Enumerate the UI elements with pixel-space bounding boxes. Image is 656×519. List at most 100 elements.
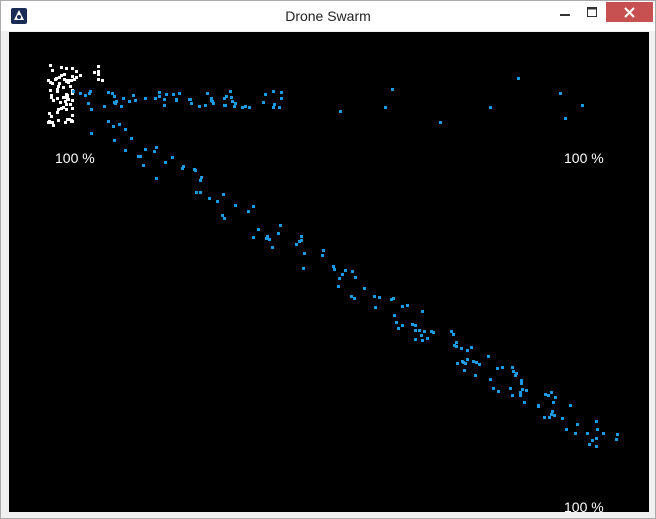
leader-drone xyxy=(68,118,71,121)
drone xyxy=(565,428,568,431)
drone xyxy=(393,314,396,317)
drone xyxy=(378,296,381,299)
drone xyxy=(178,92,181,95)
drone xyxy=(144,97,147,100)
leader-drone xyxy=(64,100,67,103)
drone xyxy=(199,191,202,194)
drone xyxy=(519,394,522,397)
leader-drone xyxy=(51,82,54,85)
leader-drone xyxy=(65,79,68,82)
leader-drone xyxy=(62,106,65,109)
drone xyxy=(418,329,421,332)
leader-drone xyxy=(48,120,51,123)
leader-drone xyxy=(52,99,55,102)
drone xyxy=(515,372,518,375)
drone xyxy=(559,92,562,95)
drone xyxy=(257,228,260,231)
drone xyxy=(550,391,553,394)
leader-drone xyxy=(69,103,72,106)
drone xyxy=(453,344,456,347)
drone xyxy=(244,105,247,108)
drone xyxy=(353,297,356,300)
drone xyxy=(548,416,551,419)
drone xyxy=(72,90,75,93)
drone xyxy=(496,367,499,370)
drone xyxy=(474,374,477,377)
drone xyxy=(520,379,523,382)
drone xyxy=(265,237,268,240)
drone xyxy=(132,94,135,97)
drone xyxy=(414,324,417,327)
drone xyxy=(487,355,490,358)
drone xyxy=(84,94,87,97)
drone xyxy=(401,324,404,327)
drone xyxy=(300,235,303,238)
drone xyxy=(234,102,237,105)
leader-drone xyxy=(56,97,59,100)
leader-drone xyxy=(57,108,60,111)
drone xyxy=(466,349,469,352)
drone xyxy=(591,439,594,442)
drone xyxy=(122,97,125,100)
health-label-right: 100 % xyxy=(564,150,604,166)
drone xyxy=(222,193,225,196)
drone xyxy=(280,97,283,100)
leader-drone xyxy=(63,96,66,99)
drone xyxy=(439,121,442,124)
drone xyxy=(229,90,232,93)
minimize-button[interactable] xyxy=(552,2,578,22)
drone xyxy=(264,93,267,96)
leader-drone xyxy=(56,88,59,91)
leader-drone xyxy=(64,121,67,124)
drone xyxy=(247,210,250,213)
drone xyxy=(181,167,184,170)
app-icon xyxy=(11,8,27,24)
drone xyxy=(113,101,116,104)
drone xyxy=(414,329,417,332)
game-canvas[interactable]: 100 % 100 % 100 % xyxy=(9,32,649,512)
drone xyxy=(206,92,209,95)
leader-drone xyxy=(48,112,51,115)
drone xyxy=(208,197,211,200)
drone xyxy=(216,200,219,203)
leader-drone xyxy=(71,67,74,70)
close-button[interactable] xyxy=(606,2,653,22)
title-bar[interactable]: Drone Swarm xyxy=(1,1,655,31)
drone xyxy=(521,388,524,391)
drone xyxy=(295,243,298,246)
drone xyxy=(277,232,280,235)
drone xyxy=(392,297,395,300)
maximize-button[interactable] xyxy=(579,2,605,22)
drone xyxy=(142,164,145,167)
leader-drone xyxy=(67,98,70,101)
drone xyxy=(188,98,191,101)
drone xyxy=(519,391,522,394)
leader-drone xyxy=(68,79,71,82)
drone xyxy=(414,338,417,341)
drone xyxy=(248,106,251,109)
drone xyxy=(561,417,564,420)
drone xyxy=(478,363,481,366)
drone xyxy=(472,360,475,363)
drone xyxy=(221,214,224,217)
leader-drone xyxy=(63,73,66,76)
drone xyxy=(525,389,528,392)
drone xyxy=(175,98,178,101)
maximize-icon xyxy=(587,7,597,17)
health-label-bottom: 100 % xyxy=(564,499,604,512)
drone xyxy=(514,374,517,377)
drone xyxy=(271,246,274,249)
drone xyxy=(120,105,123,108)
drone xyxy=(544,393,547,396)
drone xyxy=(90,132,93,135)
leader-drone xyxy=(49,64,52,67)
drone xyxy=(615,438,618,441)
drone xyxy=(341,273,344,276)
drone xyxy=(225,95,228,98)
drone xyxy=(130,137,133,140)
drone xyxy=(455,341,458,344)
drone xyxy=(552,401,555,404)
drone xyxy=(171,156,174,159)
drone xyxy=(158,95,161,98)
